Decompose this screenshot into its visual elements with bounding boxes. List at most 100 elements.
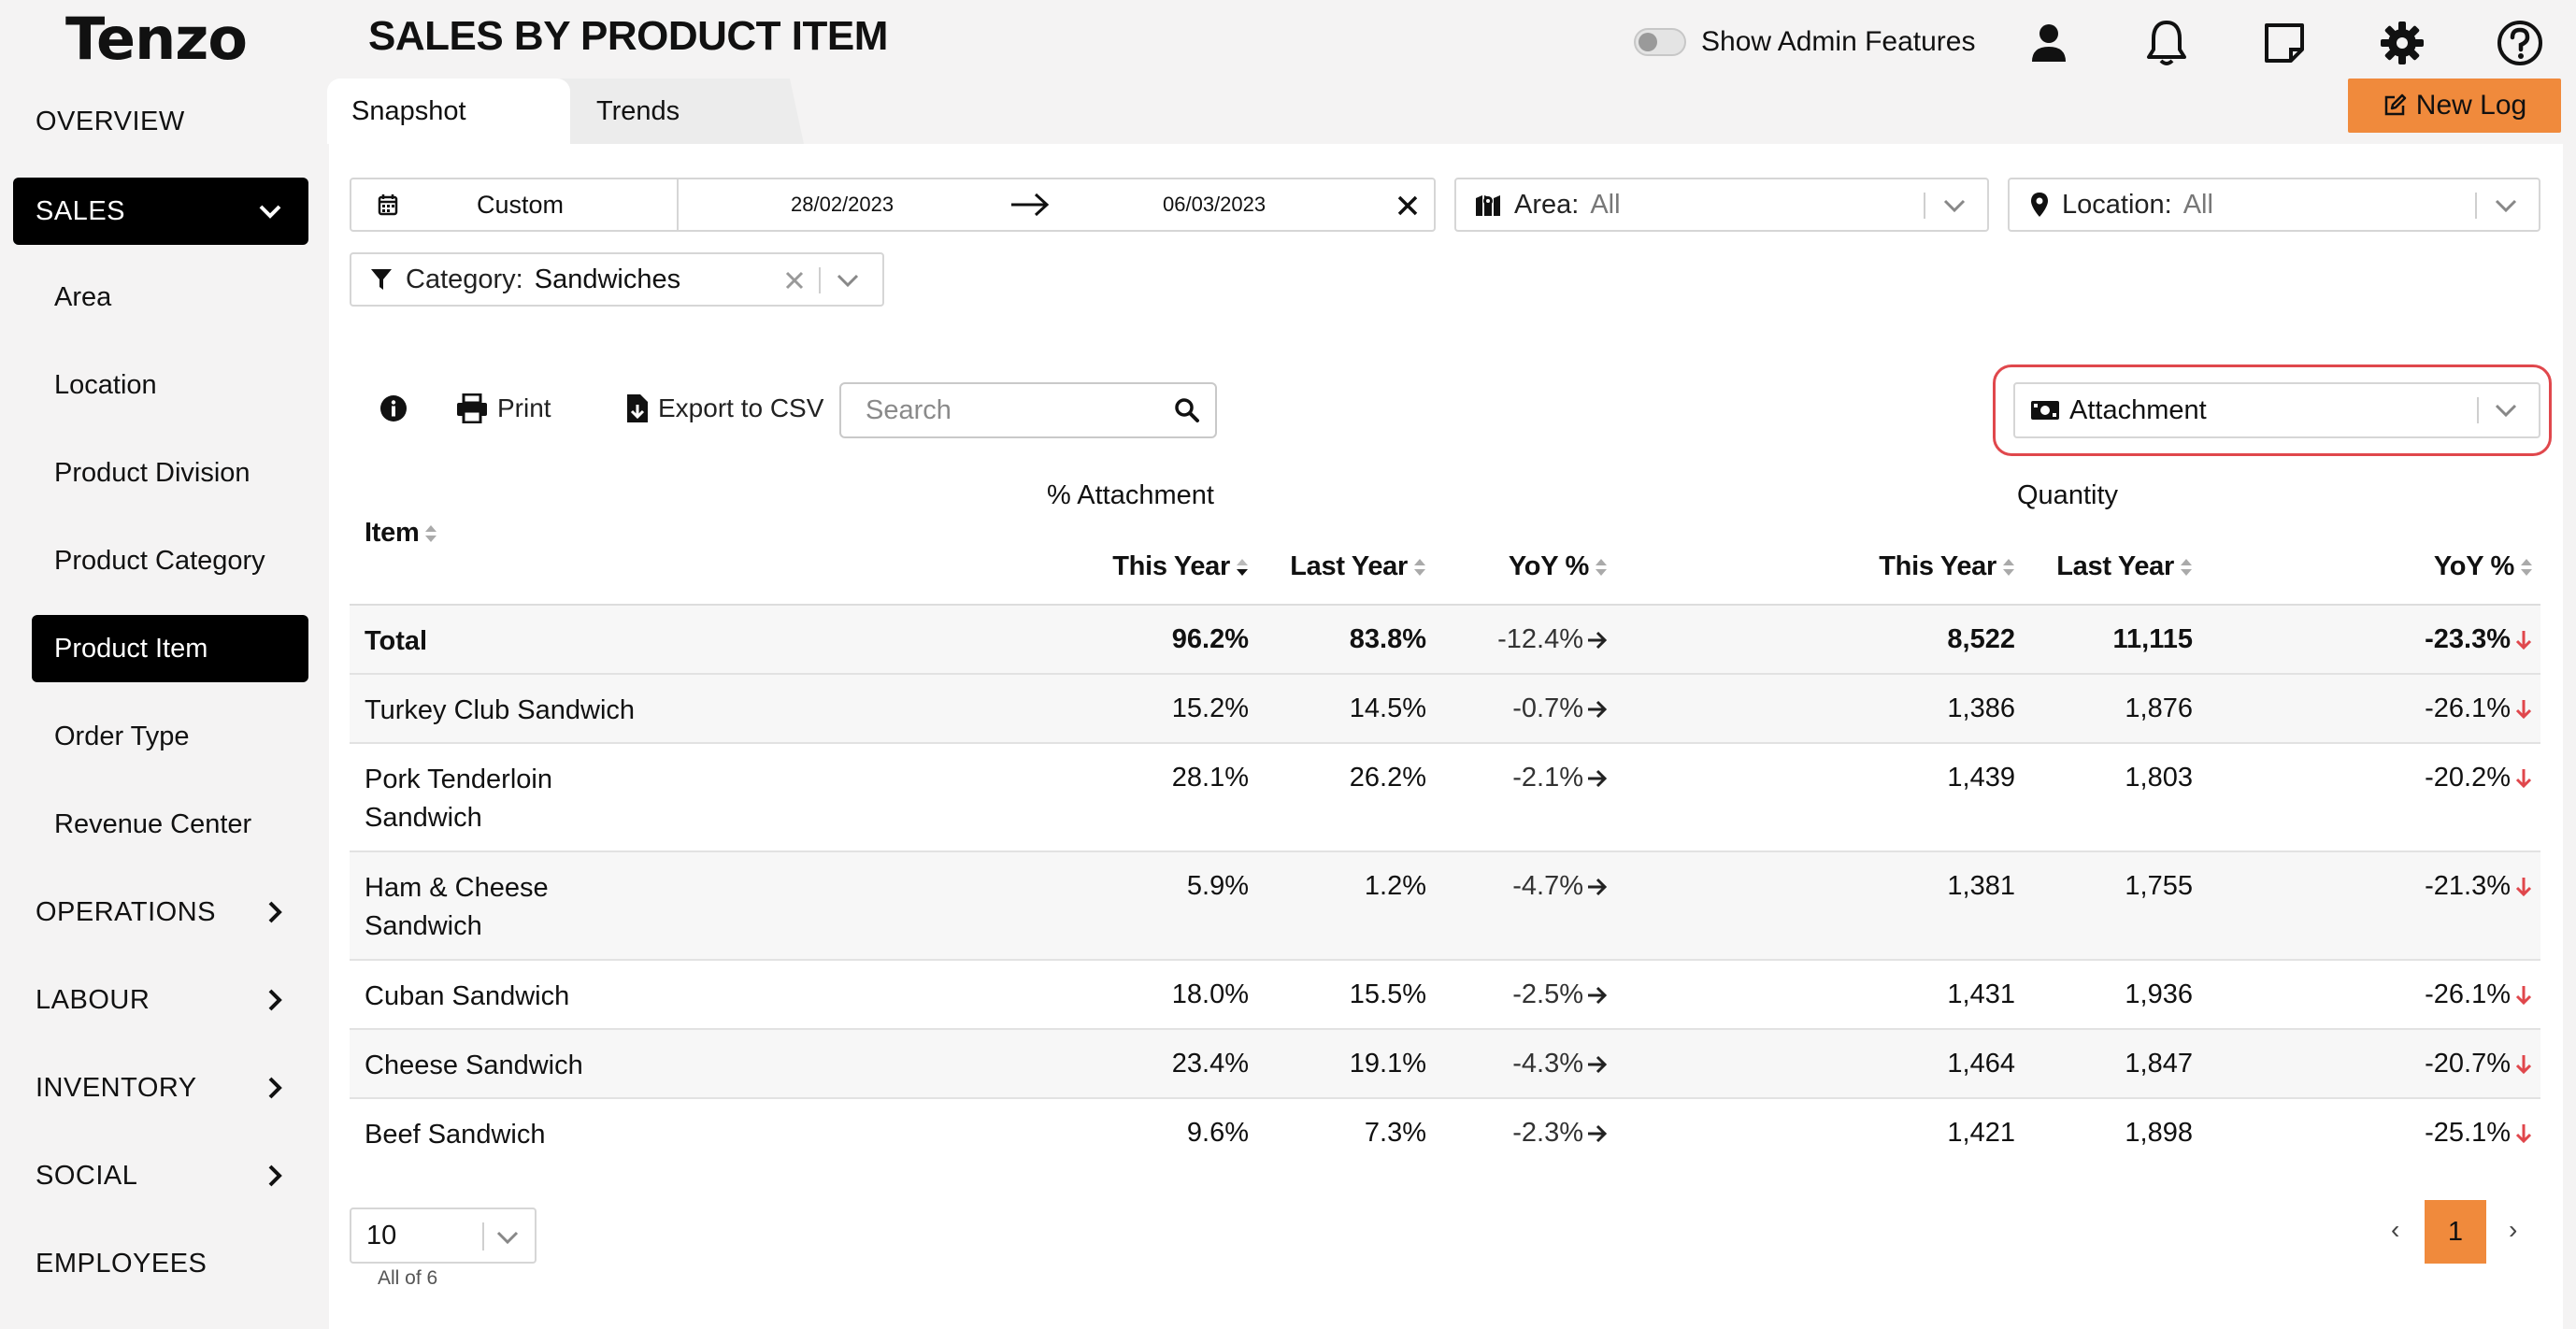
item-name: Turkey Club Sandwich — [365, 695, 636, 725]
quantity-last-year: 1,936 — [2125, 979, 2193, 1009]
tab-snapshot[interactable]: Snapshot — [327, 79, 570, 144]
column-header-quantity-yoy[interactable]: YoY % — [2434, 551, 2533, 582]
note-icon[interactable] — [2258, 17, 2311, 69]
user-icon[interactable] — [2023, 17, 2075, 69]
attachment-this-year: 28.1% — [1171, 763, 1249, 793]
sidebar-item-labour[interactable]: LABOUR — [13, 966, 308, 1034]
quantity-this-year: 1,421 — [1947, 1118, 2015, 1148]
admin-features-toggle[interactable] — [1634, 28, 1686, 56]
page-title: SALES BY PRODUCT ITEM — [368, 13, 888, 59]
print-button[interactable]: Print — [456, 387, 551, 430]
metric-select[interactable]: Attachment — [2013, 382, 2540, 438]
printer-icon — [457, 393, 487, 423]
item-name: Cheese Sandwich — [365, 1050, 583, 1080]
column-header-attachment-last-year[interactable]: Last Year — [1290, 551, 1426, 582]
sidebar-item-area[interactable]: Area — [54, 281, 112, 312]
arrow-right-icon — [1588, 1055, 1608, 1073]
sidebar-item-sales[interactable]: SALES — [13, 178, 308, 245]
tenzo-logo[interactable]: Tenzo — [65, 4, 248, 73]
arrow-right-icon — [1588, 878, 1608, 895]
arrow-down-icon — [2515, 877, 2532, 896]
sort-icon — [2003, 558, 2014, 576]
area-filter[interactable]: Area: All — [1454, 178, 1989, 232]
sort-desc-icon — [1237, 558, 1248, 576]
table-row: Beef Sandwich 9.6% 7.3% -2.3% 1,421 1,898 -25.… — [350, 1097, 2540, 1166]
table-row: Cheese Sandwich 23.4% 19.1% -4.3% 1,464 1,847… — [350, 1028, 2540, 1097]
search-field[interactable] — [839, 382, 1217, 438]
column-header-attachment-this-year[interactable]: This Year — [1112, 551, 1249, 582]
attachment-last-year: 1.2% — [1364, 871, 1426, 901]
export-csv-button[interactable]: Export to CSV — [626, 387, 823, 430]
metric-highlight — [1993, 364, 2552, 456]
table-row: Ham & Cheese Sandwich 5.9% 1.2% -4.7% 1,381 1… — [350, 850, 2540, 959]
table-row: Turkey Club Sandwich 15.2% 14.5% -0.7% 1,386… — [350, 673, 2540, 742]
tab-trends[interactable]: Trends — [523, 79, 804, 144]
bell-icon[interactable] — [2140, 17, 2193, 69]
next-page-button[interactable]: › — [2509, 1215, 2518, 1244]
sidebar-item-product-category[interactable]: Product Category — [54, 545, 265, 576]
filter-icon — [371, 269, 392, 290]
column-header-item[interactable]: Item — [365, 518, 437, 549]
arrow-right-icon — [1588, 631, 1608, 649]
sort-icon — [2181, 558, 2192, 576]
attachment-last-year: 26.2% — [1349, 763, 1426, 793]
attachment-last-year: 19.1% — [1349, 1049, 1426, 1079]
sidebar-item-product-item[interactable]: Product Item — [32, 615, 308, 682]
sidebar-item-operations[interactable]: OPERATIONS — [13, 879, 308, 946]
current-page-button[interactable]: 1 — [2425, 1200, 2486, 1264]
map-icon — [1476, 195, 1500, 216]
attachment-group-header: % Attachment — [1047, 480, 1214, 510]
quantity-yoy: -20.7% — [2425, 1049, 2533, 1079]
quantity-last-year: 1,847 — [2125, 1049, 2193, 1079]
money-icon — [2031, 401, 2059, 420]
chevron-down-icon — [1943, 199, 1966, 213]
chevron-down-icon — [2495, 404, 2517, 418]
sidebar-item-social[interactable]: SOCIAL — [13, 1142, 308, 1209]
arrow-down-icon — [2515, 768, 2532, 788]
search-input[interactable] — [866, 394, 1165, 426]
category-filter[interactable]: Category: Sandwiches — [350, 252, 884, 307]
rows-per-page-select[interactable]: 10 — [350, 1208, 537, 1264]
item-name: Beef Sandwich — [365, 1120, 546, 1150]
help-icon[interactable] — [2494, 17, 2546, 69]
attachment-this-year: 23.4% — [1171, 1049, 1249, 1079]
quantity-last-year: 1,898 — [2125, 1118, 2193, 1148]
sidebar-item-location[interactable]: Location — [54, 369, 157, 400]
chevron-right-icon — [268, 1165, 282, 1187]
arrow-right-icon — [1588, 700, 1608, 718]
sidebar-item-revenue-center[interactable]: Revenue Center — [54, 808, 252, 839]
close-icon[interactable] — [1396, 194, 1419, 217]
quantity-this-year: 1,431 — [1947, 979, 2015, 1009]
column-header-quantity-last-year[interactable]: Last Year — [2056, 551, 2193, 582]
chevron-down-icon — [2495, 199, 2517, 213]
sidebar-item-order-type[interactable]: Order Type — [54, 721, 190, 751]
arrow-down-icon — [2515, 1123, 2532, 1143]
previous-page-button[interactable]: ‹ — [2391, 1215, 2400, 1244]
table-row: Cuban Sandwich 18.0% 15.5% -2.5% 1,431 1,936 -… — [350, 959, 2540, 1028]
quantity-yoy: -26.1% — [2425, 693, 2533, 724]
date-from-input[interactable]: 28/02/2023 — [791, 193, 894, 216]
attachment-yoy: -4.3% — [1512, 1049, 1608, 1079]
sort-icon — [1596, 558, 1607, 576]
edit-icon — [2384, 93, 2407, 116]
info-button[interactable] — [379, 387, 408, 430]
sidebar-item-product-division[interactable]: Product Division — [54, 457, 250, 488]
column-header-attachment-yoy[interactable]: YoY % — [1509, 551, 1608, 582]
quantity-last-year: 1,876 — [2125, 693, 2193, 723]
column-header-quantity-this-year[interactable]: This Year — [1879, 551, 2015, 582]
date-to-input[interactable]: 06/03/2023 — [1163, 193, 1267, 216]
sidebar-item-overview[interactable]: OVERVIEW — [36, 106, 185, 136]
location-filter[interactable]: Location: All — [2008, 178, 2540, 232]
attachment-yoy: -2.5% — [1512, 979, 1608, 1010]
date-mode-select[interactable]: Custom — [351, 179, 679, 230]
sidebar-item-employees[interactable]: EMPLOYEES — [36, 1248, 208, 1279]
quantity-group-header: Quantity — [2017, 480, 2118, 510]
gear-icon[interactable] — [2376, 17, 2428, 69]
sidebar-item-inventory[interactable]: INVENTORY — [13, 1054, 308, 1122]
new-log-button[interactable]: New Log — [2348, 79, 2561, 133]
clear-icon[interactable] — [785, 271, 804, 290]
search-icon[interactable] — [1174, 397, 1200, 423]
attachment-yoy: -4.7% — [1512, 871, 1608, 902]
attachment-last-year: 14.5% — [1349, 693, 1426, 723]
chevron-down-icon — [259, 205, 281, 219]
